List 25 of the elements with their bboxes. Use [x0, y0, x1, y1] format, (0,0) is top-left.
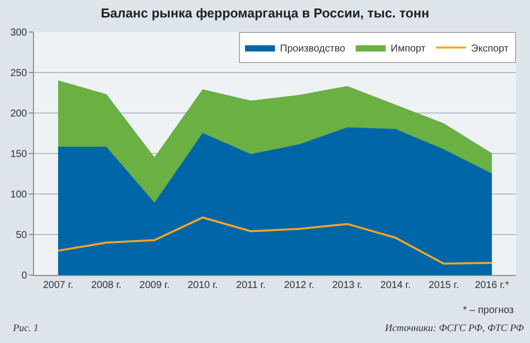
x-tick-label: 2012 г. — [284, 280, 314, 291]
x-tick-label: 2008 г. — [91, 280, 122, 291]
x-tick-label: 2010 г. — [188, 280, 218, 291]
legend-label: Импорт — [390, 43, 426, 54]
y-tick-label: 250 — [10, 68, 28, 79]
chart-title: Баланс рынка ферромарганца в России, тыс. тонн — [100, 6, 430, 21]
x-tick-label: 2013 г. — [332, 280, 362, 291]
x-tick-label: 2009 г. — [139, 280, 170, 291]
x-tick-label: 2007 г. — [42, 280, 74, 291]
text: * – прогноз — [463, 305, 514, 316]
line-series — [57, 216, 493, 265]
y-tick-label: 300 — [10, 28, 28, 38]
y-tick-label: 150 — [10, 149, 28, 160]
y-tick-label: 200 — [10, 108, 28, 120]
text: Источники: ФСГС РФ, ФТС РФ — [384, 323, 524, 334]
x-tick-label: 2014 г. — [380, 280, 411, 291]
x-tick-label: 2011 г. — [236, 280, 266, 291]
legend-label: Производство — [280, 43, 346, 54]
y-tick-label: 100 — [10, 190, 28, 200]
text: Рис. 1 — [12, 323, 39, 334]
x-tick-label: 2015 г. — [428, 280, 459, 291]
y-tick-label: 0 — [21, 270, 28, 282]
y-tick-label: 50 — [16, 230, 28, 241]
x-tick-label: 2016 г.* — [474, 280, 510, 291]
legend-label: Экспорт — [471, 43, 510, 54]
